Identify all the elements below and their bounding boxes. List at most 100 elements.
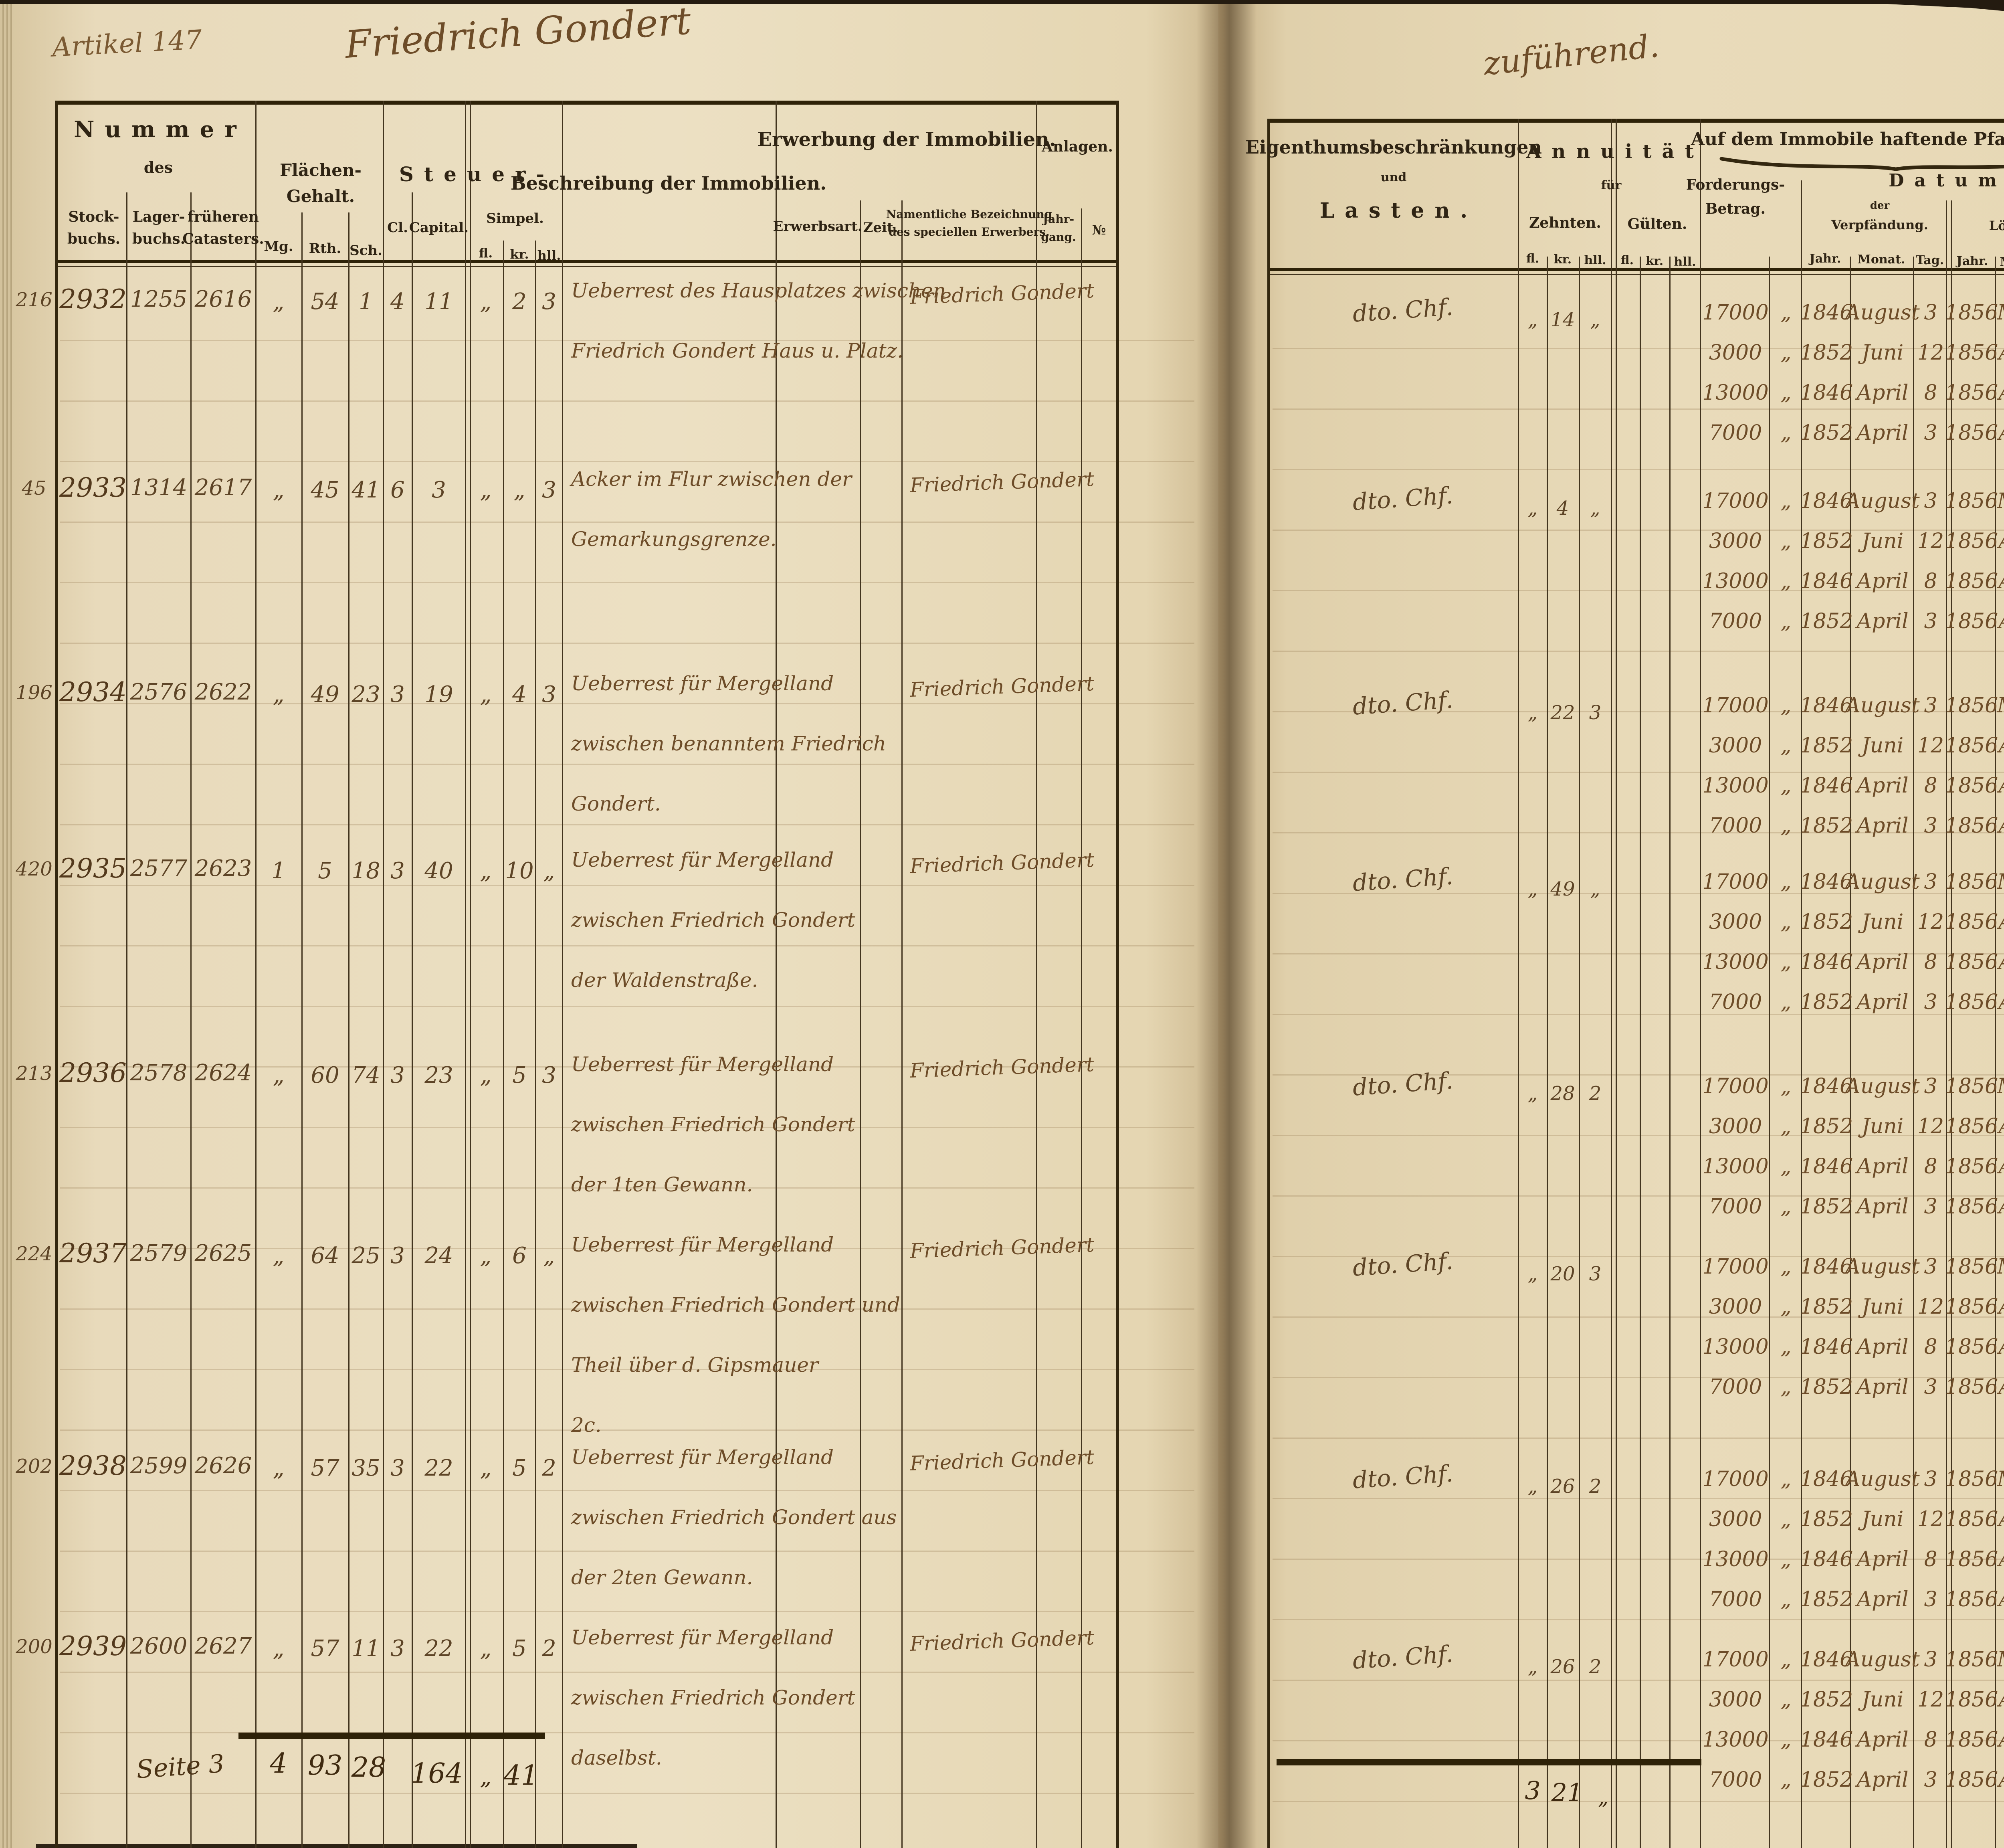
annuitaet-zehnten-kr: 49: [1550, 878, 1575, 900]
col-head-simpel: Simpel.: [486, 210, 544, 226]
annuitaet-zehnten-fl: „: [1527, 1263, 1538, 1285]
verpf-tag: 3: [1924, 301, 1937, 325]
verpf-monat: April: [1857, 1375, 1909, 1399]
simpel-hll: „: [543, 858, 555, 884]
flaeche-mg: „: [273, 1062, 285, 1088]
col-head-guelten: Gülten.: [1627, 216, 1687, 233]
loesch-jahr: 1856: [1945, 1295, 1998, 1319]
col-head-stockbuchs-1: Stock-: [68, 208, 119, 225]
verpf-monat: Juni: [1861, 1114, 1904, 1138]
steuer-cl: 3: [390, 858, 405, 884]
forderung-fl: 7000: [1709, 1587, 1762, 1611]
sum-rth: 93: [307, 1750, 343, 1781]
steuer-capital: 11: [424, 289, 453, 315]
loesch-monat: April: [1999, 990, 2004, 1014]
forderung-kr: „: [1780, 694, 1792, 718]
loesch-jahr: 1856: [1945, 569, 1998, 593]
loesch-jahr: 1856: [1945, 489, 1998, 513]
stockbuch-number: 2935: [59, 853, 127, 884]
flaeche-mg: „: [273, 1455, 285, 1481]
annuitaet-zehnten-hll: „: [1590, 497, 1600, 520]
zehnten-hll: hll.: [1584, 253, 1606, 267]
guide-lines-left: [60, 281, 1194, 1844]
forderung-fl: 13000: [1702, 1728, 1769, 1752]
left-header-bottom-border: [55, 260, 1119, 263]
verpf-jahr: 1846: [1800, 569, 1853, 593]
book-binding: [1196, 0, 1257, 1848]
verpf-jahr: 1846: [1800, 381, 1853, 405]
forderung-kr: „: [1780, 1768, 1792, 1792]
stockbuch-number: 2934: [59, 677, 127, 708]
verpf-tag: 3: [1924, 870, 1937, 894]
col-head-namentlich-2: des speciellen Erwerbers.: [889, 225, 1050, 239]
verpf-monat: April: [1857, 569, 1909, 593]
verpf-tag: 3: [1924, 1467, 1937, 1491]
zehnten-fl: fl.: [1526, 252, 1539, 266]
flaeche-sch: 41: [352, 477, 380, 503]
simpel-hll: 2: [542, 1455, 556, 1481]
verpf-tag: 8: [1924, 381, 1937, 405]
loesch-monat: April: [1999, 910, 2004, 934]
verpf-tag: 8: [1924, 1728, 1937, 1752]
flaeche-rth: 57: [311, 1636, 339, 1662]
cataster-number: 2624: [194, 1060, 252, 1086]
forderung-fl: 13000: [1702, 1154, 1769, 1179]
right-header-bottom-border: [1267, 268, 2004, 271]
flaeche-mg: „: [273, 1243, 285, 1269]
forderung-fl: 7000: [1709, 609, 1762, 633]
loesch-jahr: 1856: [1945, 1195, 1998, 1219]
steuer-capital: 22: [424, 1455, 453, 1481]
forderung-fl: 3000: [1709, 1507, 1762, 1531]
flaeche-sch: 35: [352, 1455, 380, 1481]
sum-zehnten-kr: 21: [1551, 1778, 1583, 1807]
verpf-monat: August: [1845, 1255, 1920, 1279]
flaeche-rth: 49: [311, 681, 339, 708]
loesch-monat: März: [1997, 870, 2004, 894]
lagerbuch-number: 2579: [130, 1240, 188, 1266]
left-table-top-border: [55, 101, 1119, 105]
verpf-monat: Juni: [1861, 734, 1904, 758]
verpf-jahr: 1852: [1800, 1768, 1853, 1792]
loesch-monat: April: [1999, 609, 2004, 633]
steuer-capital: 3: [432, 477, 446, 503]
loesch-jahr: 1856: [1945, 1467, 1998, 1491]
col-head-mg: Mg.: [264, 239, 293, 255]
stockbuch-number: 2936: [59, 1057, 127, 1088]
col-head-datum: Datum: [1889, 170, 2004, 191]
simpel-kr: „: [513, 477, 525, 503]
loesch-jahr: 1856: [1945, 1547, 1998, 1571]
verpf-monat: April: [1857, 950, 1909, 974]
lagerbuch-number: 2600: [130, 1633, 188, 1659]
loesch-jahr: 1856: [1945, 774, 1998, 798]
col-head-cataster-2: Catasters.: [182, 230, 264, 247]
pfandrechte-swash: [1719, 157, 2004, 171]
annuitaet-zehnten-fl: „: [1527, 309, 1538, 331]
verpf-tag: 3: [1924, 1255, 1937, 1279]
verpf-tag: 3: [1924, 694, 1937, 718]
col-head-zehnten: Zehnten.: [1529, 214, 1601, 231]
col-head-lasten: Lasten.: [1319, 198, 1478, 223]
loesch-monat: April: [1999, 774, 2004, 798]
sum-mg: 4: [270, 1748, 287, 1779]
loesch-monat: April: [1999, 734, 2004, 758]
loesch-monat: April: [1999, 1507, 2004, 1531]
loesch-jahr: 1856: [1945, 870, 1998, 894]
verpf-tag: Tag.: [1915, 253, 1944, 267]
simpel-hll: 3: [542, 681, 556, 708]
forderung-kr: „: [1780, 381, 1792, 405]
verpf-jahr: 1852: [1800, 1295, 1853, 1319]
verpf-monat: Juni: [1861, 910, 1904, 934]
verpf-monat: Juni: [1861, 341, 1904, 365]
verpf-tag: 8: [1924, 1547, 1937, 1571]
verpf-monat: April: [1857, 1154, 1909, 1179]
cataster-number: 2623: [194, 855, 252, 882]
annuitaet-zehnten-kr: 20: [1550, 1263, 1575, 1285]
row-margin-number: 420: [16, 858, 53, 880]
col-head-nummer: Nummer: [74, 116, 247, 143]
right-header-bottom-border2: [1267, 274, 2004, 275]
annuitaet-zehnten-hll: 3: [1589, 1263, 1602, 1285]
simpel-hll: 3: [542, 1062, 556, 1088]
lagerbuch-number: 1255: [130, 286, 188, 312]
forderung-kr: „: [1780, 1154, 1792, 1179]
verpf-monat: August: [1845, 1467, 1920, 1491]
